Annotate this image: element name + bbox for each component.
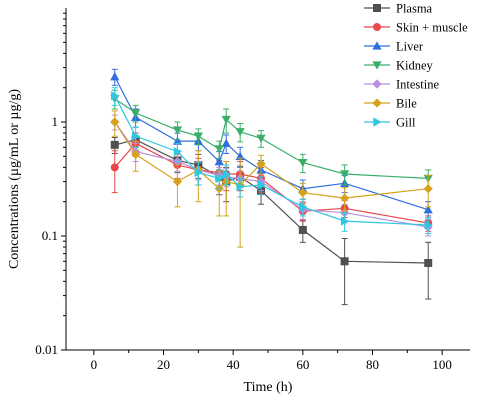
data-point [110, 140, 119, 149]
legend-item: Bile [364, 97, 417, 111]
series-line [114, 76, 429, 211]
data-point [111, 91, 120, 101]
data-point [221, 138, 231, 148]
data-point [172, 126, 183, 135]
data-point [173, 146, 183, 157]
data-point [298, 225, 307, 234]
legend-item: Plasma [364, 2, 433, 16]
data-point [236, 182, 245, 192]
x-tick-label: 40 [227, 357, 240, 372]
data-point [424, 220, 433, 230]
data-point [298, 158, 308, 168]
x-tick-label: 80 [366, 357, 379, 372]
legend-marker [373, 117, 382, 127]
data-point [299, 202, 308, 212]
series-line [114, 98, 429, 179]
series-layer [110, 68, 433, 306]
axes: 0 20 40 60 80 100 0.01 0.1 1 [35, 8, 470, 372]
y-tick-label: 0.1 [42, 228, 58, 243]
data-point [194, 167, 203, 178]
data-point [214, 145, 224, 154]
data-point [235, 128, 245, 137]
data-point [131, 131, 141, 141]
data-point [257, 180, 266, 190]
legend-marker [372, 79, 382, 89]
data-point [340, 257, 349, 266]
data-point [221, 115, 231, 125]
y-axis-title: Concentrations (µg/mL or µg/g) [7, 89, 22, 269]
series-bile [110, 110, 433, 248]
legend-marker [372, 61, 382, 70]
legend-marker [373, 23, 381, 31]
x-tick-label: 20 [157, 357, 170, 372]
data-point [423, 205, 433, 214]
data-point [340, 193, 350, 203]
legend-marker [372, 98, 382, 108]
data-point [424, 258, 433, 267]
series-gill [111, 87, 433, 235]
legend-label: Gill [396, 116, 416, 130]
series-line [114, 142, 429, 224]
legend-item: Intestine [364, 78, 439, 92]
data-point [423, 184, 433, 194]
y-tick-label: 1 [52, 114, 59, 129]
data-point [214, 156, 224, 166]
legend: Plasma Skin + muscle Liver Kidney Intestine B… [364, 2, 468, 130]
legend-label: Intestine [396, 78, 439, 92]
data-point [256, 159, 266, 169]
data-point [256, 134, 266, 143]
data-point [193, 132, 203, 141]
legend-item: Gill [364, 116, 416, 130]
x-tick-label: 60 [296, 357, 309, 372]
data-point [340, 170, 350, 179]
data-point [172, 136, 183, 145]
series-kidney [110, 89, 433, 190]
x-axis-title: Time (h) [244, 380, 293, 395]
y-tick-label: 0.01 [35, 342, 58, 357]
legend-label: Skin + muscle [396, 21, 468, 35]
legend-marker [373, 4, 381, 12]
legend-item: Skin + muscle [364, 21, 468, 35]
legend-label: Bile [396, 97, 417, 111]
legend-label: Plasma [396, 2, 433, 16]
legend-marker [372, 41, 382, 50]
legend-item: Kidney [364, 59, 434, 73]
data-point [110, 163, 119, 172]
series-line [114, 95, 429, 226]
x-tick-label: 0 [91, 357, 98, 372]
data-point [110, 72, 120, 81]
data-point [131, 149, 141, 159]
data-point [215, 173, 224, 184]
data-point [298, 188, 308, 198]
legend-item: Liver [364, 40, 424, 54]
series-skin-muscle [110, 132, 433, 232]
data-point [340, 216, 350, 226]
legend-label: Liver [396, 40, 424, 54]
data-point [131, 109, 141, 118]
x-tick-label: 100 [432, 357, 452, 372]
data-point [172, 177, 183, 187]
data-point [222, 169, 231, 179]
legend-label: Kidney [396, 59, 434, 73]
data-point [110, 117, 120, 127]
